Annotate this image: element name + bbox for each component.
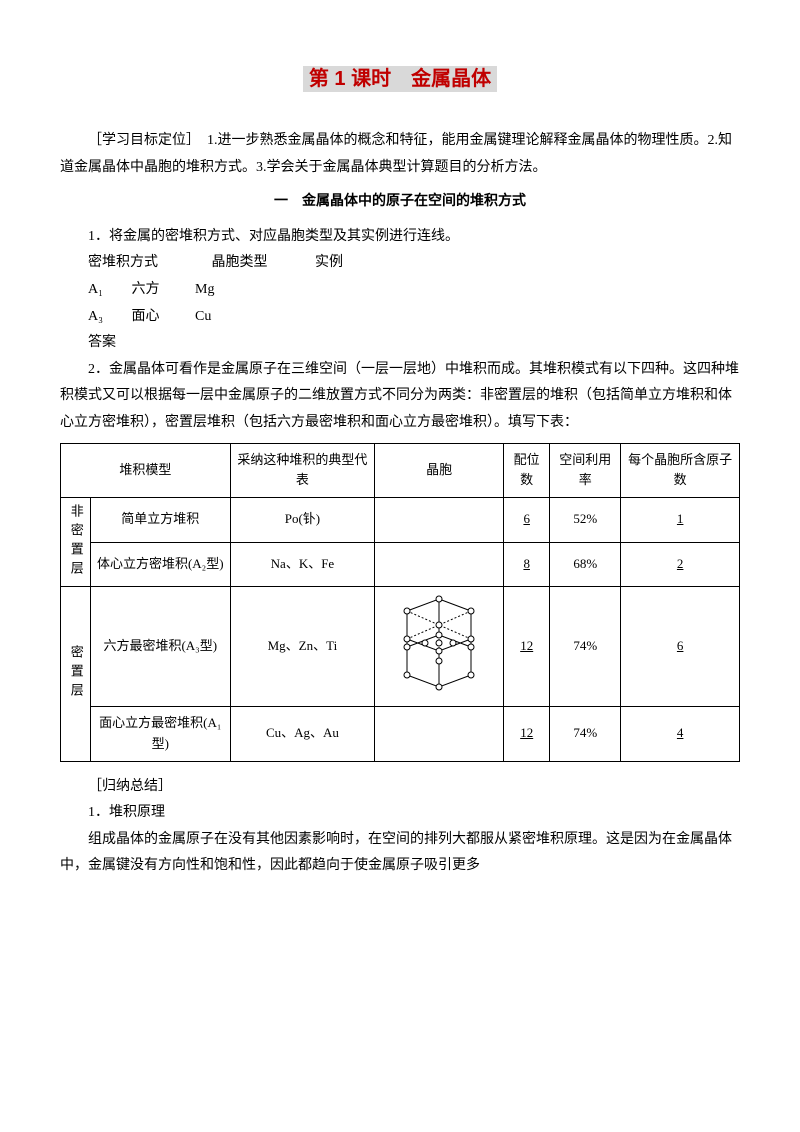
cell-diagram [375,706,504,761]
cell-diagram [375,587,504,707]
intro-paragraph: ［学习目标定位］ 1.进一步熟悉金属晶体的概念和特征，能用金属键理论解释金属晶体… [60,128,740,181]
section-1-title: 一 金属晶体中的原子在空间的堆积方式 [60,189,740,216]
cell-rep: Po(钋) [230,498,374,543]
group-1: 非密置层 [61,498,91,587]
cell-rep: Cu、Ag、Au [230,706,374,761]
table-row: 面心立方最密堆积(A₁型) Cu、Ag、Au 12 74% 4 [61,706,740,761]
cell-atoms: 6 [621,587,740,707]
cell-coord: 12 [504,706,550,761]
connection-row-1: A₁ 六方 Mg [88,277,740,304]
cell-util: 68% [550,542,621,587]
th-atoms: 每个晶胞所含原子数 [621,443,740,498]
connection-row-2: A₃ 面心 Cu [88,304,740,331]
page-title: 第 1 课时 金属晶体 [303,66,497,92]
cell-model: 面心立方最密堆积(A₁型) [90,706,230,761]
cell-atoms: 4 [621,706,740,761]
th-rep: 采纳这种堆积的典型代表 [230,443,374,498]
cell-diagram [375,498,504,543]
cell-atoms: 2 [621,542,740,587]
cell-coord: 6 [504,498,550,543]
answer-label: 答案 [88,330,740,357]
cell-coord: 8 [504,542,550,587]
cell-coord: 12 [504,587,550,707]
cell-util: 74% [550,587,621,707]
conn-2c: Cu [195,304,211,331]
hexagonal-cell-icon [389,593,489,693]
cell-model: 简单立方堆积 [90,498,230,543]
cell-model: 体心立方密堆积(A₂型) [90,542,230,587]
group-2: 密置层 [61,587,91,761]
connection-block: 密堆积方式 晶胞类型 实例 A₁ 六方 Mg A₃ 面心 Cu 答案 [60,250,740,356]
cell-rep: Mg、Zn、Ti [230,587,374,707]
conn-2a: A₃ [88,304,128,331]
th-coord: 配位数 [504,443,550,498]
cell-util: 74% [550,706,621,761]
principle-text: 组成晶体的金属原子在没有其他因素影响时，在空间的排列大都服从紧密堆积原理。这是因… [60,827,740,880]
cell-atoms: 1 [621,498,740,543]
cell-model: 六方最密堆积(A₃型) [90,587,230,707]
summary-label: ［归纳总结］ [60,774,740,801]
table-row: 体心立方密堆积(A₂型) Na、K、Fe 8 68% 2 [61,542,740,587]
th-model: 堆积模型 [61,443,231,498]
conn-1a: A₁ [88,277,128,304]
conn-header-3: 实例 [315,250,343,277]
page-title-block: 第 1 课时 金属晶体 [60,60,740,98]
table-row: 非密置层 简单立方堆积 Po(钋) 6 52% 1 [61,498,740,543]
cell-util: 52% [550,498,621,543]
cell-diagram [375,542,504,587]
crystal-table: 堆积模型 采纳这种堆积的典型代表 晶胞 配位数 空间利用率 每个晶胞所含原子数 … [60,443,740,762]
question-2: 2．金属晶体可看作是金属原子在三维空间（一层一层地）中堆积而成。其堆积模式有以下… [60,357,740,437]
th-util: 空间利用率 [550,443,621,498]
conn-1c: Mg [195,277,214,304]
cell-rep: Na、K、Fe [230,542,374,587]
connection-header: 密堆积方式 晶胞类型 实例 [88,250,740,277]
conn-2b: 面心 [132,304,192,331]
table-header-row: 堆积模型 采纳这种堆积的典型代表 晶胞 配位数 空间利用率 每个晶胞所含原子数 [61,443,740,498]
th-cell: 晶胞 [375,443,504,498]
question-1: 1．将金属的密堆积方式、对应晶胞类型及其实例进行连线。 [60,224,740,251]
conn-1b: 六方 [132,277,192,304]
table-row: 密置层 六方最密堆积(A₃型) Mg、Zn、Ti [61,587,740,707]
conn-header-2: 晶胞类型 [212,250,312,277]
principle-title: 1．堆积原理 [60,800,740,827]
conn-header-1: 密堆积方式 [88,250,208,277]
